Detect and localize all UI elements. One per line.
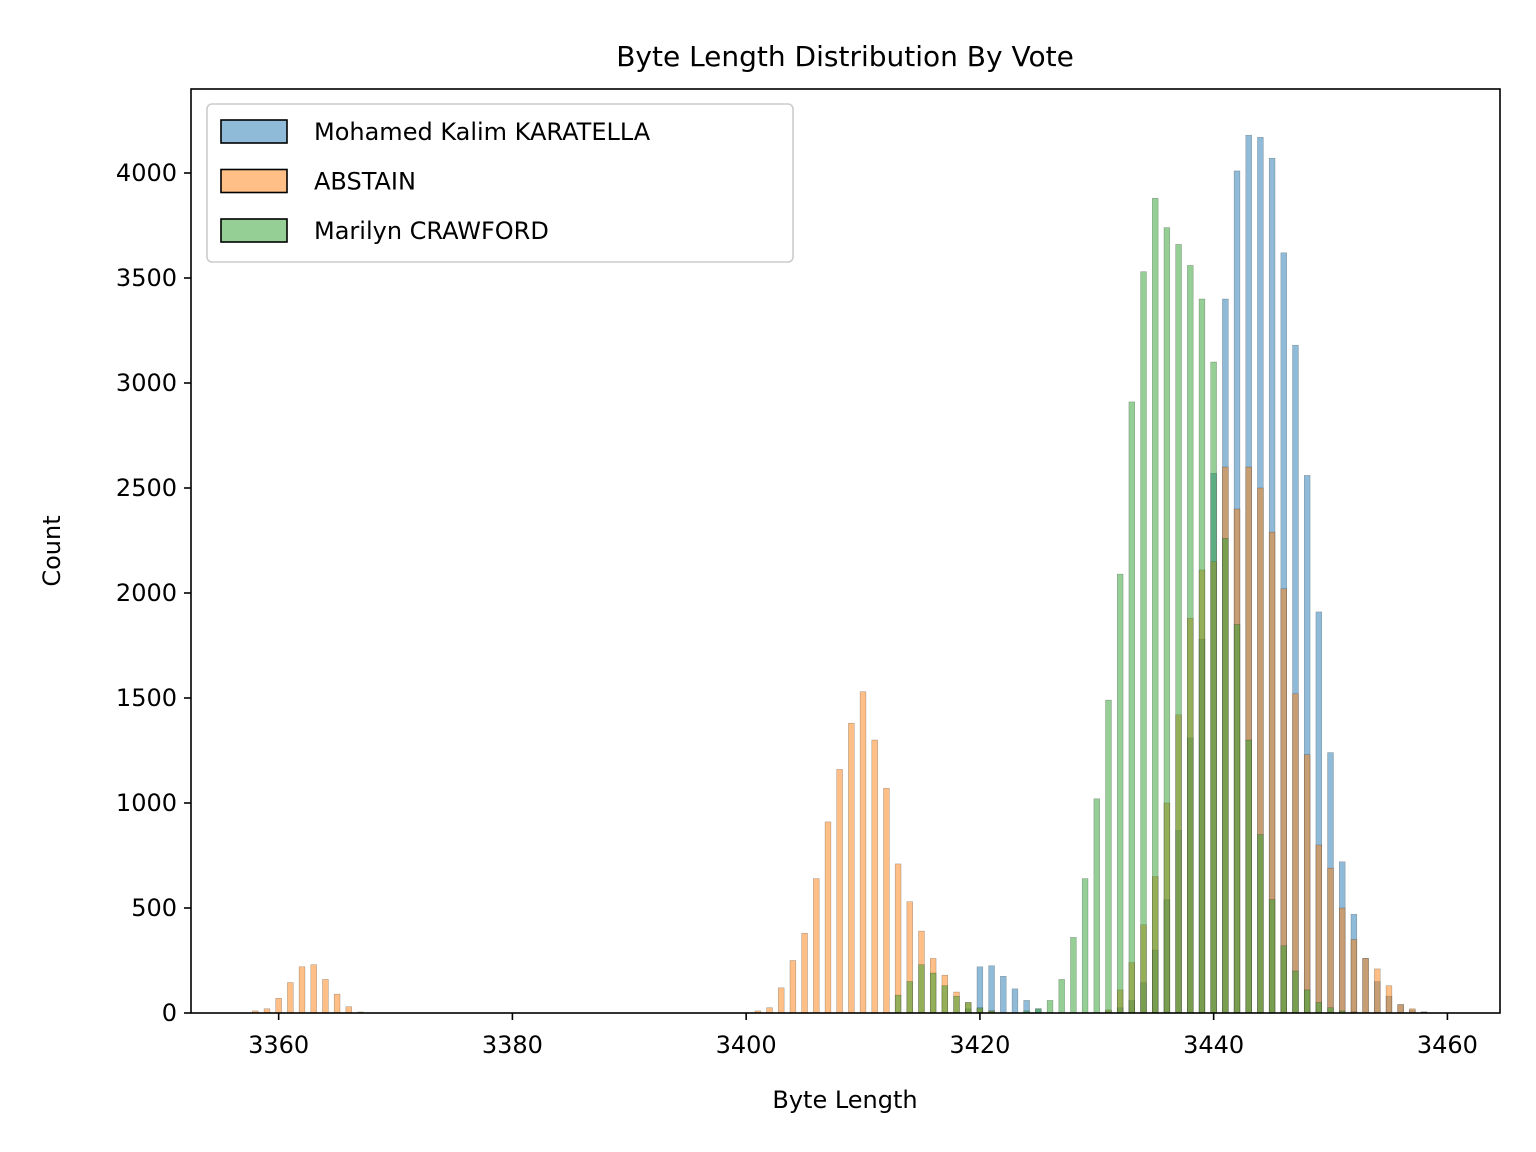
histogram-bar xyxy=(976,966,984,1014)
histogram-bar xyxy=(1292,970,1299,1014)
histogram-bar xyxy=(1128,401,1136,1014)
y-tick-label: 4000 xyxy=(116,159,177,187)
histogram-bar xyxy=(1233,624,1241,1014)
x-tick-label: 3380 xyxy=(482,1031,543,1059)
histogram-bar xyxy=(1011,988,1019,1014)
x-axis: 3360 3380 3400 3420 3440 3460 xyxy=(248,1013,1478,1059)
histogram-bar xyxy=(941,985,949,1014)
histogram-bar xyxy=(1081,878,1089,1014)
histogram-bar xyxy=(894,994,902,1014)
histogram-bar xyxy=(883,788,890,1014)
histogram-bar xyxy=(871,739,878,1014)
series-2-bars xyxy=(894,197,1358,1014)
histogram-bar xyxy=(1140,271,1147,1014)
y-tick-label: 1500 xyxy=(116,684,177,712)
y-tick-label: 3000 xyxy=(116,369,177,397)
histogram-bar xyxy=(345,1006,352,1014)
histogram-bar xyxy=(1362,958,1369,1014)
chart-title: Byte Length Distribution By Vote xyxy=(616,40,1074,73)
histogram-bar xyxy=(1116,573,1124,1014)
y-tick-label: 3500 xyxy=(116,264,177,292)
histogram-bar xyxy=(1093,798,1100,1014)
histogram-bar xyxy=(1327,867,1334,1014)
histogram-bar xyxy=(1187,265,1194,1014)
histogram-bar xyxy=(1257,834,1264,1014)
histogram-bar xyxy=(918,964,925,1014)
histogram-bar xyxy=(1385,985,1393,1014)
x-tick-label: 3420 xyxy=(949,1031,1010,1059)
histogram-bar xyxy=(1175,244,1182,1014)
x-axis-label: Byte Length xyxy=(772,1086,917,1114)
y-axis: 0 500 1000 1500 2000 2500 3000 3500 4000 xyxy=(116,159,191,1027)
x-tick-label: 3360 xyxy=(248,1031,309,1059)
histogram-bar xyxy=(848,722,855,1014)
histogram-bar xyxy=(1303,989,1311,1014)
histogram-bar xyxy=(1315,844,1323,1014)
histogram-bar xyxy=(988,965,995,1014)
legend-box xyxy=(206,103,794,263)
x-tick-label: 3460 xyxy=(1417,1031,1478,1059)
histogram-bar xyxy=(1374,968,1381,1014)
y-tick-label: 2000 xyxy=(116,579,177,607)
y-tick-label: 1000 xyxy=(116,789,177,817)
histogram-bar xyxy=(778,987,785,1014)
histogram-bar xyxy=(1292,693,1299,1014)
histogram-bar xyxy=(906,981,913,1014)
legend-label: Mohamed Kalim KARATELLA xyxy=(314,118,651,146)
histogram-bar xyxy=(333,993,341,1014)
histogram-bar xyxy=(1222,538,1229,1014)
plot-area-frame xyxy=(190,88,1501,1014)
histogram-bar xyxy=(1303,754,1311,1014)
y-tick-label: 0 xyxy=(162,999,177,1027)
histogram-bar xyxy=(801,932,808,1014)
legend-swatch xyxy=(220,168,288,194)
legend-swatch xyxy=(220,119,288,144)
histogram-bar xyxy=(1268,899,1276,1014)
legend-label: ABSTAIN xyxy=(314,168,416,196)
legend: Mohamed Kalim KARATELLA ABSTAIN Marilyn CR… xyxy=(206,103,794,263)
histogram-bar xyxy=(789,960,797,1014)
histogram-bar xyxy=(1058,979,1065,1014)
histogram-bar xyxy=(953,995,960,1014)
histogram-bar xyxy=(1000,976,1007,1014)
histogram-bar xyxy=(1339,907,1346,1014)
histogram-bar xyxy=(836,769,843,1014)
histogram-bar xyxy=(1280,945,1287,1014)
histogram-bar xyxy=(1245,739,1252,1014)
histogram-bar xyxy=(1070,937,1077,1014)
histogram-bar xyxy=(1105,699,1112,1014)
histogram-bar xyxy=(929,972,937,1014)
legend-swatch xyxy=(220,218,288,243)
x-tick-label: 3440 xyxy=(1183,1031,1244,1059)
histogram-bar xyxy=(1152,197,1159,1014)
histogram-bar xyxy=(894,863,902,1014)
histogram-bar xyxy=(1397,1004,1404,1014)
histogram-bar xyxy=(298,966,306,1014)
histogram-bar xyxy=(275,998,282,1014)
histogram-bar xyxy=(813,878,820,1014)
histogram-bar xyxy=(824,821,832,1014)
histogram-bar xyxy=(310,964,317,1014)
histogram-bar xyxy=(1350,939,1358,1014)
x-tick-label: 3400 xyxy=(716,1031,777,1059)
histogram-bar xyxy=(1198,298,1206,1014)
y-tick-label: 2500 xyxy=(116,474,177,502)
histogram-bar xyxy=(1315,1002,1323,1014)
histogram-bar xyxy=(1163,227,1171,1014)
histogram-bar xyxy=(322,979,329,1014)
histogram-bar xyxy=(287,982,294,1014)
histogram-bar xyxy=(1210,361,1217,1014)
y-tick-label: 500 xyxy=(131,894,177,922)
legend-label: Marilyn CRAWFORD xyxy=(314,217,549,245)
histogram-bar xyxy=(859,691,867,1014)
histogram-bar xyxy=(1046,1000,1054,1014)
histogram-bar xyxy=(965,1002,972,1014)
y-axis-label: Count xyxy=(38,515,66,586)
